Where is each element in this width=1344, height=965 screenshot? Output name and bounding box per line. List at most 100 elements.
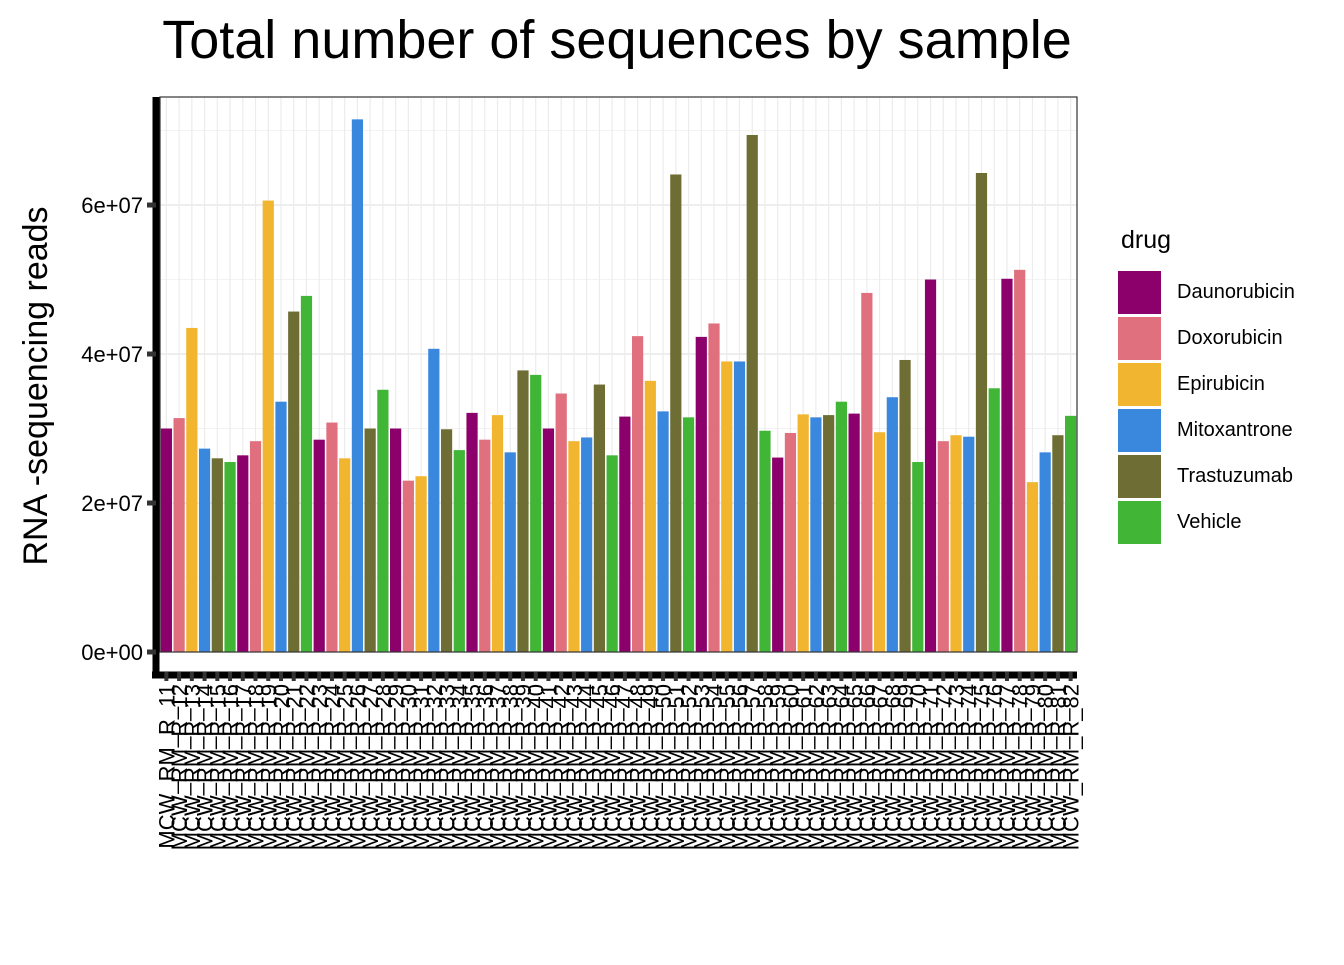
bar-mcw-rm-r-45 (593, 384, 605, 652)
x-tick-label: MCW_RM_R_55 (715, 684, 740, 850)
bar-mcw-rm-r-74 (963, 436, 975, 652)
x-tick-label: MCW_RM_R_39 (511, 684, 536, 850)
legend: drug Daunorubicin Doxorubicin Epirubicin… (1118, 226, 1328, 545)
legend-label: Mitoxantrone (1177, 418, 1293, 441)
legend-item-trastuzumab: Trastuzumab (1118, 453, 1328, 499)
bar-mcw-rm-r-20 (275, 401, 287, 652)
x-tick-label: MCW_RM_R_20 (269, 684, 294, 850)
x-tick-label: MCW_RM_R_22 (294, 684, 319, 850)
bar-mcw-rm-r-46 (606, 455, 618, 652)
bar-mcw-rm-r-15 (211, 458, 223, 652)
x-tick-label: MCW_RM_R_29 (384, 684, 409, 850)
x-tick-label: MCW_RM_R_17 (231, 684, 256, 850)
x-tick-label: MCW_RM_R_36 (473, 684, 498, 850)
bar-mcw-rm-r-29 (390, 428, 402, 652)
bar-mcw-rm-r-44 (581, 437, 593, 652)
x-tick-label: MCW_RM_R_34 (447, 684, 472, 850)
bar-mcw-rm-r-76 (988, 388, 1000, 652)
x-tick-label: MCW_RM_R_15 (205, 684, 230, 850)
bar-mcw-rm-r-19 (262, 200, 274, 652)
bar-mcw-rm-r-35 (466, 412, 478, 652)
bar-mcw-rm-r-52 (682, 417, 695, 652)
x-tick-label: MCW_RM_R_63 (817, 684, 842, 850)
legend-item-epirubicin: Epirubicin (1118, 361, 1328, 407)
legend-key-daunorubicin (1118, 270, 1161, 314)
bar-mcw-rm-r-63 (823, 415, 835, 652)
legend-item-daunorubicin: Daunorubicin (1118, 269, 1328, 315)
x-tick-label: MCW_RM_R_52 (677, 684, 702, 850)
bar-mcw-rm-r-12 (173, 418, 185, 652)
legend-key-vehicle (1118, 500, 1161, 544)
x-tick-label: MCW_RM_R_47 (613, 684, 638, 850)
bar-mcw-rm-r-16 (224, 462, 236, 652)
bar-mcw-rm-r-26 (351, 119, 364, 652)
x-tick-label: MCW_RM_R_51 (664, 684, 689, 850)
bar-mcw-rm-r-42 (555, 393, 567, 652)
bar-mcw-rm-r-17 (237, 455, 249, 652)
chart-title: Total number of sequences by sample (162, 10, 1072, 70)
legend-label: Epirubicin (1177, 372, 1265, 395)
x-tick-label: MCW_RM_R_53 (689, 684, 714, 850)
x-tick-label: MCW_RM_R_35 (460, 684, 485, 850)
legend-item-doxorubicin: Doxorubicin (1118, 315, 1328, 361)
bar-mcw-rm-r-65 (848, 413, 860, 652)
bar-mcw-rm-r-18 (249, 441, 262, 652)
x-tick-label: MCW_RM_R_32 (422, 684, 447, 850)
bar-mcw-rm-r-53 (695, 336, 707, 652)
bar-mcw-rm-r-72 (937, 441, 949, 652)
x-axis-ticks: MCW_RM_R_11MCW_RM_R_12MCW_RM_R_13MCW_RM_… (154, 672, 1084, 850)
y-axis-ticks: 0e+00 2e+07 4e+07 6e+07 (81, 193, 156, 665)
x-tick-label: MCW_RM_R_38 (498, 684, 523, 850)
legend-key-doxorubicin (1118, 316, 1161, 360)
legend-key-epirubicin (1118, 362, 1161, 406)
panel-border (159, 96, 1078, 653)
bar-mcw-rm-r-48 (632, 336, 644, 652)
bar-mcw-rm-r-56 (733, 361, 746, 652)
x-tick-label: MCW_RM_R_65 (842, 684, 867, 850)
x-tick-label: MCW_RM_R_26 (345, 684, 370, 850)
bar-mcw-rm-r-47 (619, 416, 631, 652)
legend-label: Doxorubicin (1177, 326, 1283, 349)
legend-label: Trastuzumab (1177, 464, 1293, 487)
x-tick-label: MCW_RM_R_76 (982, 684, 1007, 850)
x-tick-label: MCW_RM_R_58 (753, 684, 778, 850)
bar-mcw-rm-r-69 (899, 359, 911, 652)
legend-key-trastuzumab (1118, 454, 1161, 498)
bar-mcw-rm-r-40 (530, 374, 542, 652)
y-tick-label: 2e+07 (81, 491, 143, 516)
y-tick-label: 0e+00 (81, 640, 143, 665)
x-tick-label: MCW_RM_R_50 (651, 684, 676, 850)
x-tick-label: MCW_RM_R_59 (766, 684, 791, 850)
x-tick-label: MCW_RM_R_12 (167, 684, 192, 850)
x-tick-label: MCW_RM_R_60 (778, 684, 803, 850)
x-tick-label: MCW_RM_R_23 (307, 684, 332, 850)
x-tick-label: MCW_RM_R_64 (829, 684, 854, 850)
bar-mcw-rm-r-36 (479, 439, 491, 652)
bar-mcw-rm-r-27 (364, 428, 376, 652)
bar-mcw-rm-r-22 (300, 295, 313, 652)
bar-mcw-rm-r-31 (415, 476, 427, 652)
x-tick-label: MCW_RM_R_14 (193, 684, 218, 850)
bar-mcw-rm-r-71 (924, 279, 937, 652)
legend-title: drug (1121, 226, 1172, 254)
bar-mcw-rm-r-55 (721, 361, 733, 652)
bar-mcw-rm-r-82 (1065, 415, 1077, 652)
x-tick-label: MCW_RM_R_73 (944, 684, 969, 850)
bar-mcw-rm-r-77 (1001, 278, 1013, 652)
x-tick-label: MCW_RM_R_41 (536, 684, 561, 850)
bar-mcw-rm-r-59 (772, 457, 784, 652)
bar-mcw-rm-r-68 (886, 397, 898, 652)
x-tick-label: MCW_RM_R_13 (180, 684, 205, 850)
bar-mcw-rm-r-21 (288, 311, 300, 652)
x-tick-label: MCW_RM_R_44 (575, 684, 600, 850)
bar-mcw-rm-r-34 (453, 450, 465, 652)
bar-mcw-rm-r-81 (1052, 435, 1064, 652)
bar-mcw-rm-r-80 (1039, 452, 1051, 652)
x-tick-label: MCW_RM_R_70 (906, 684, 931, 850)
bar-mcw-rm-r-62 (810, 417, 822, 652)
bar-mcw-rm-r-61 (797, 414, 809, 652)
x-tick-label: MCW_RM_R_21 (282, 684, 307, 850)
bar-mcw-rm-r-39 (517, 370, 529, 652)
bar-mcw-rm-r-78 (1014, 269, 1026, 652)
